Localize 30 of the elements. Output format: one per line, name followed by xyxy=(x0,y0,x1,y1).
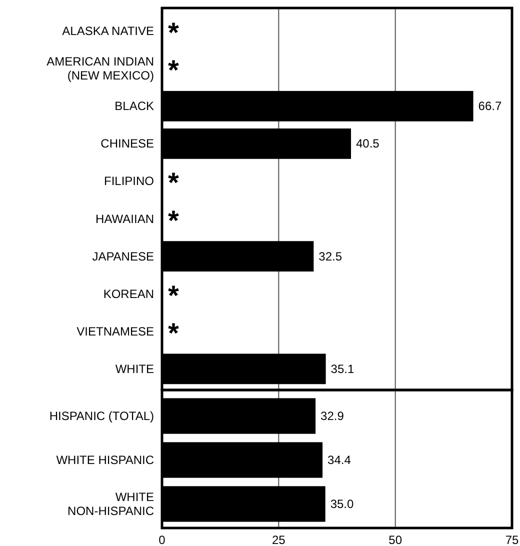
category-label: VIETNAMESE xyxy=(76,324,154,338)
category-label: KOREAN xyxy=(103,286,154,301)
data-label: 35.0 xyxy=(330,496,354,511)
category-label: JAPANESE xyxy=(92,249,154,264)
text: * xyxy=(168,317,179,348)
x-tick-label: 75 xyxy=(505,533,519,546)
category-label: WHITE xyxy=(115,362,154,376)
text: * xyxy=(168,204,179,236)
text: * xyxy=(168,280,179,311)
category-label: ALASKA NATIVE xyxy=(62,24,154,38)
category-label: HAWAIIAN xyxy=(96,212,154,226)
category-label: WHITE NON-HISPANIC xyxy=(68,490,154,518)
data-label: 32.5 xyxy=(318,249,342,264)
x-tick-label: 0 xyxy=(158,533,166,546)
text: * xyxy=(168,54,179,86)
text: * xyxy=(168,17,179,48)
data-label: 34.4 xyxy=(328,453,352,467)
category-label: WHITE HISPANIC xyxy=(56,453,154,467)
category-label: AMERICAN INDIAN (NEW MEXICO) xyxy=(46,54,154,83)
category-label: BLACK xyxy=(114,99,154,114)
text: * xyxy=(168,167,179,198)
data-label: 66.7 xyxy=(478,99,502,114)
x-tick-label: 50 xyxy=(388,533,402,546)
category-label: CHINESE xyxy=(100,136,154,151)
category-label: FILIPINO xyxy=(104,174,154,188)
x-tick-label: 25 xyxy=(272,533,286,546)
data-label: 32.9 xyxy=(320,409,344,424)
data-label: 40.5 xyxy=(356,136,380,151)
data-label: 35.1 xyxy=(330,362,354,376)
category-label: HISPANIC (TOTAL) xyxy=(49,409,154,424)
